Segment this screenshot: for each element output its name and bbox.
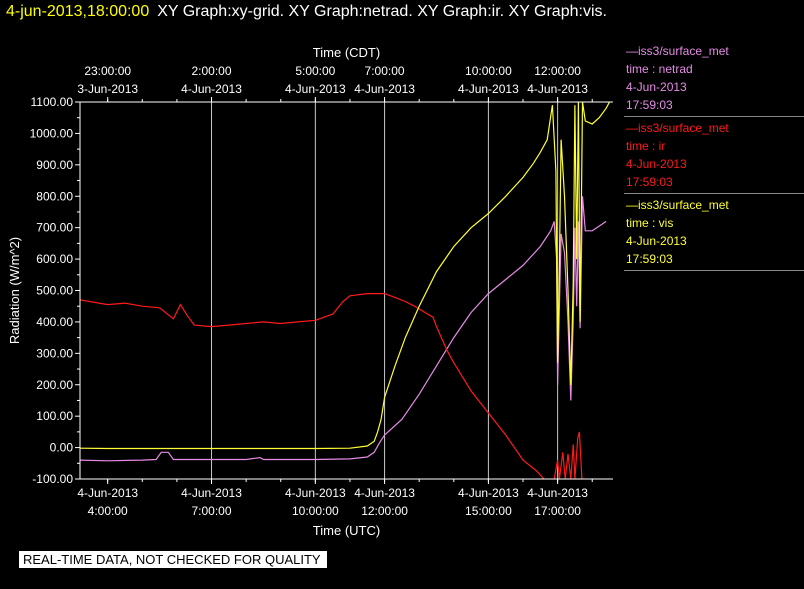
y-tick-label: 300.00 [36, 346, 73, 360]
legend-field: time : vis [626, 216, 674, 230]
grid-lines [211, 102, 559, 479]
header-title: XY Graph:xy-grid. XY Graph:netrad. XY Gr… [157, 3, 607, 20]
x2-tick-label: 4-Jun-2013 [285, 82, 346, 96]
x2-tick-label: 4-Jun-2013 [458, 82, 519, 96]
x-tick-label: 4:00:00 [88, 504, 128, 518]
y-tick-label: 800.00 [36, 189, 73, 203]
x2-tick-label: 4-Jun-2013 [354, 82, 415, 96]
legend-entry-netrad: —iss3/surface_met time : netrad 4-Jun-20… [624, 40, 804, 117]
y-tick-label: 500.00 [36, 284, 73, 298]
legend: —iss3/surface_met time : netrad 4-Jun-20… [624, 40, 804, 271]
legend-source: —iss3/surface_met [626, 198, 729, 212]
y-tick-label: 0.00 [50, 441, 74, 455]
y-tick-label: 400.00 [36, 315, 73, 329]
header-timestamp: 4-jun-2013,18:00:00 [6, 3, 150, 20]
x2-tick-label: 4-Jun-2013 [181, 82, 242, 96]
y-tick-label: 600.00 [36, 252, 73, 266]
graph-header: 4-jun-2013,18:00:00 XY Graph:xy-grid. XY … [6, 3, 607, 21]
y-tick-label: 100.00 [36, 409, 73, 423]
y-tick-label: 200.00 [36, 378, 73, 392]
series-ir-line [80, 293, 545, 479]
x-tick-label: 4-Jun-2013 [181, 486, 242, 500]
legend-entry-vis: —iss3/surface_met time : vis 4-Jun-2013 … [624, 194, 804, 271]
data-series [80, 102, 611, 479]
top-axis-label: Time (CDT) [313, 45, 380, 60]
axes: 1100.00 1000.00 900.00 800.00 700.00 600.00 50… [30, 64, 613, 518]
y-tick-label: 700.00 [36, 221, 73, 235]
legend-date: 4-Jun-2013 [626, 234, 687, 248]
y-tick-label: 900.00 [36, 158, 73, 172]
legend-field: time : ir [626, 139, 666, 153]
x-tick-label: 15:00:00 [465, 504, 512, 518]
legend-entry-ir: —iss3/surface_met time : ir 4-Jun-2013 1… [624, 117, 804, 194]
x-tick-label: 4-Jun-2013 [285, 486, 346, 500]
x-tick-label: 10:00:00 [292, 504, 339, 518]
legend-source: —iss3/surface_met [626, 44, 729, 58]
y-tick-label: -100.00 [32, 472, 73, 486]
legend-time: 17:59:03 [626, 252, 673, 266]
x-tick-label: 4-Jun-2013 [458, 486, 519, 500]
x-tick-label: 7:00:00 [191, 504, 231, 518]
x2-tick-label: 2:00:00 [191, 64, 231, 78]
quality-warning-banner: REAL-TIME DATA, NOT CHECKED FOR QUALITY [19, 551, 327, 568]
legend-date: 4-Jun-2013 [626, 80, 687, 94]
x-axis-label: Time (UTC) [313, 523, 380, 538]
x-tick-label: 17:00:00 [534, 504, 581, 518]
x-tick-label: 12:00:00 [361, 504, 408, 518]
y-tick-label: 1100.00 [31, 95, 74, 109]
x2-tick-label: 12:00:00 [534, 64, 581, 78]
x2-tick-label: 5:00:00 [295, 64, 335, 78]
y-tick-label: 1000.00 [30, 126, 74, 140]
legend-field: time : netrad [626, 62, 693, 76]
x2-tick-label: 7:00:00 [365, 64, 405, 78]
legend-source: —iss3/surface_met [626, 121, 729, 135]
legend-time: 17:59:03 [626, 175, 673, 189]
x-tick-label: 4-Jun-2013 [354, 486, 415, 500]
legend-time: 17:59:03 [626, 98, 673, 112]
x2-tick-label: 10:00:00 [465, 64, 512, 78]
x2-tick-label: 23:00:00 [84, 64, 131, 78]
series-vis-line [80, 102, 611, 450]
y-axis-label: Radiation (W/m^2) [7, 237, 22, 344]
legend-date: 4-Jun-2013 [626, 157, 687, 171]
series-netrad-line [80, 196, 607, 462]
x-tick-label: 4-Jun-2013 [77, 486, 138, 500]
x-tick-label: 4-Jun-2013 [527, 486, 588, 500]
series-ir_spikes-line [553, 431, 583, 479]
x2-tick-label: 4-Jun-2013 [527, 82, 588, 96]
x2-tick-label: 3-Jun-2013 [77, 82, 138, 96]
